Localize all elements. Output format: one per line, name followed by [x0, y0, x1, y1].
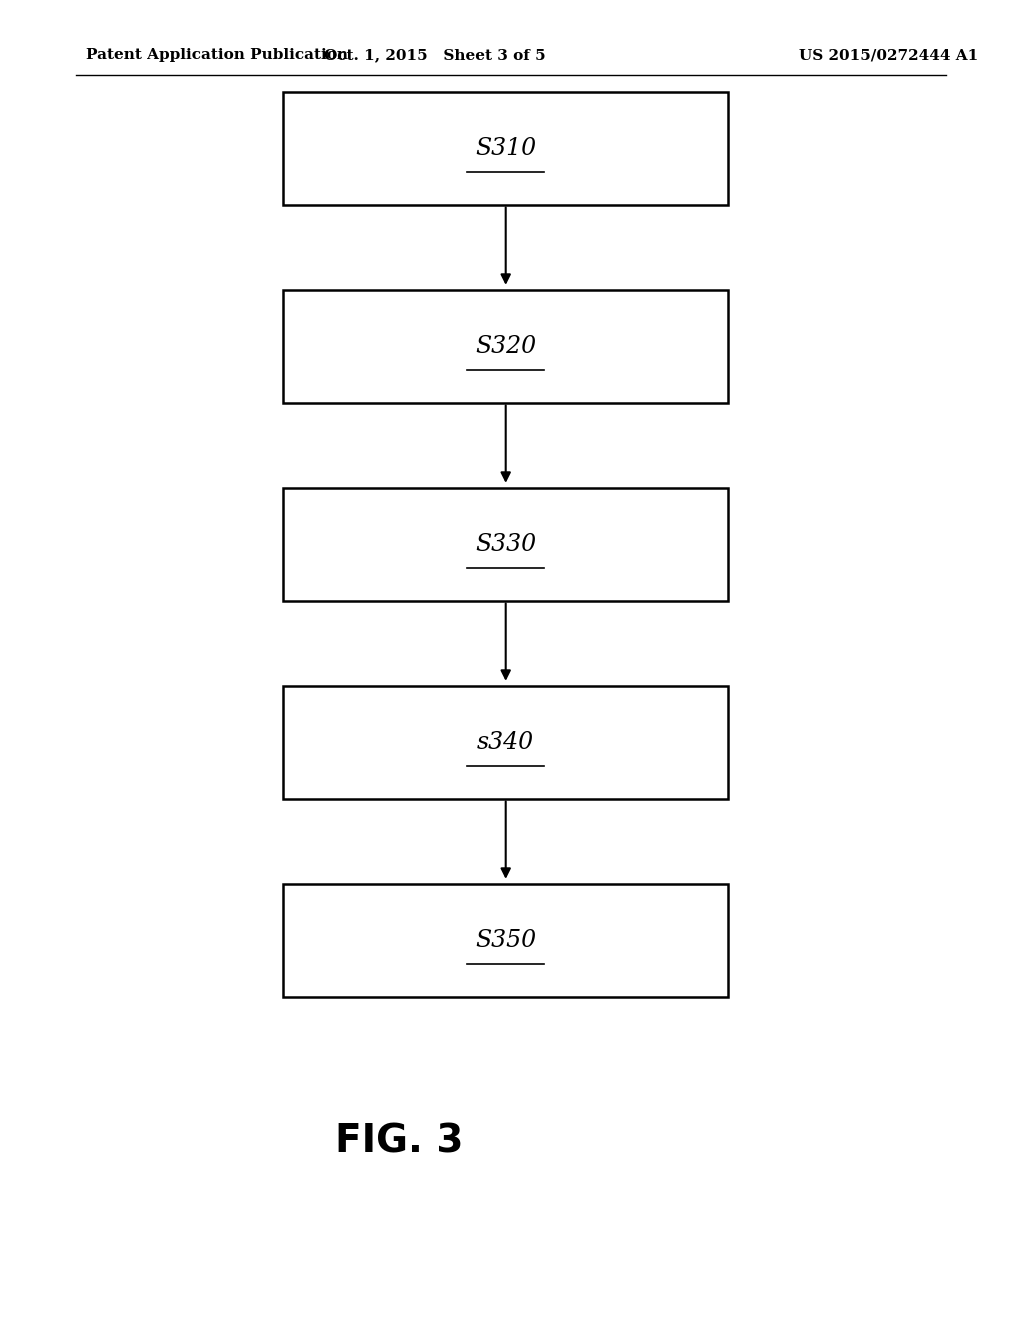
Text: S320: S320	[475, 335, 537, 358]
Text: US 2015/0272444 A1: US 2015/0272444 A1	[799, 49, 978, 62]
FancyBboxPatch shape	[284, 92, 728, 205]
FancyBboxPatch shape	[284, 686, 728, 799]
Text: S310: S310	[475, 137, 537, 160]
FancyBboxPatch shape	[284, 488, 728, 601]
Text: FIG. 3: FIG. 3	[335, 1123, 464, 1160]
Text: Oct. 1, 2015   Sheet 3 of 5: Oct. 1, 2015 Sheet 3 of 5	[324, 49, 546, 62]
Text: S350: S350	[475, 929, 537, 952]
FancyBboxPatch shape	[284, 290, 728, 403]
FancyBboxPatch shape	[284, 884, 728, 997]
Text: s340: s340	[477, 731, 535, 754]
Text: Patent Application Publication: Patent Application Publication	[86, 49, 348, 62]
Text: S330: S330	[475, 533, 537, 556]
